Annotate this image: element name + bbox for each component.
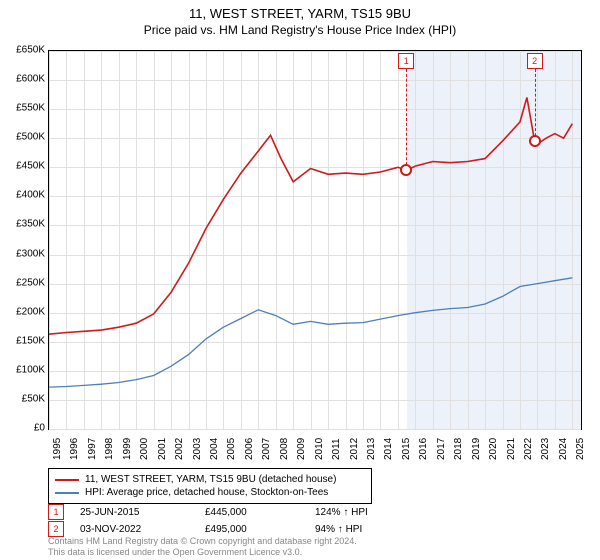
ytick-label: £0 — [34, 423, 45, 434]
legend-swatch — [55, 492, 79, 494]
legend-swatch — [55, 479, 79, 481]
sale-marker-1: 1 — [48, 504, 64, 520]
xtick-label: 2024 — [558, 438, 569, 460]
xtick-label: 2010 — [314, 438, 325, 460]
xtick-label: 2019 — [471, 438, 482, 460]
xtick-label: 2018 — [453, 438, 464, 460]
marker-line-2 — [535, 69, 536, 141]
chart-title: 11, WEST STREET, YARM, TS15 9BU — [0, 0, 600, 21]
xtick-label: 1996 — [69, 438, 80, 460]
sale-price: £495,000 — [205, 524, 315, 535]
legend-label: HPI: Average price, detached house, Stoc… — [85, 487, 328, 498]
ytick-label: £600K — [16, 74, 45, 85]
ytick-label: £400K — [16, 190, 45, 201]
ytick-label: £300K — [16, 248, 45, 259]
xtick-label: 2009 — [296, 438, 307, 460]
xtick-label: 2003 — [192, 438, 203, 460]
xtick-label: 1997 — [87, 438, 98, 460]
marker-line-1 — [406, 69, 407, 170]
chart-subtitle: Price paid vs. HM Land Registry's House … — [0, 21, 600, 37]
gridline-h — [49, 429, 581, 430]
xtick-label: 1998 — [104, 438, 115, 460]
xtick-label: 2016 — [418, 438, 429, 460]
series-hpi — [49, 278, 572, 387]
sale-date: 03-NOV-2022 — [80, 524, 205, 535]
legend-label: 11, WEST STREET, YARM, TS15 9BU (detache… — [85, 474, 336, 485]
ytick-label: £200K — [16, 306, 45, 317]
xtick-label: 2011 — [331, 438, 342, 460]
sale-price: £445,000 — [205, 507, 315, 518]
series-property — [49, 98, 572, 335]
ytick-label: £150K — [16, 335, 45, 346]
xtick-label: 2005 — [226, 438, 237, 460]
marker-dot-1 — [400, 164, 412, 176]
sale-row-1: 1 25-JUN-2015£445,000124% ↑ HPI — [48, 504, 368, 520]
xtick-label: 2007 — [261, 438, 272, 460]
xtick-label: 1999 — [122, 438, 133, 460]
sale-row-2: 2 03-NOV-2022£495,00094% ↑ HPI — [48, 521, 362, 537]
legend-item-hpi: HPI: Average price, detached house, Stoc… — [55, 486, 365, 499]
line-plot — [49, 51, 581, 429]
xtick-label: 2001 — [157, 438, 168, 460]
footer-attribution: Contains HM Land Registry data © Crown c… — [48, 536, 357, 558]
plot-area: 12 — [48, 50, 582, 430]
xtick-label: 2006 — [244, 438, 255, 460]
xtick-label: 2015 — [401, 438, 412, 460]
xtick-label: 2021 — [506, 438, 517, 460]
marker-label-2: 2 — [527, 53, 543, 69]
ytick-label: £350K — [16, 219, 45, 230]
ytick-label: £100K — [16, 364, 45, 375]
ytick-label: £500K — [16, 132, 45, 143]
xtick-label: 2013 — [366, 438, 377, 460]
xtick-label: 2020 — [488, 438, 499, 460]
legend-item-property: 11, WEST STREET, YARM, TS15 9BU (detache… — [55, 473, 365, 486]
xtick-label: 2023 — [540, 438, 551, 460]
sale-marker-2: 2 — [48, 521, 64, 537]
marker-dot-2 — [529, 135, 541, 147]
ytick-label: £550K — [16, 103, 45, 114]
xtick-label: 2008 — [279, 438, 290, 460]
xtick-label: 2022 — [523, 438, 534, 460]
xtick-label: 2017 — [436, 438, 447, 460]
xtick-label: 2004 — [209, 438, 220, 460]
footer-line2: This data is licensed under the Open Gov… — [48, 547, 357, 558]
xtick-label: 2000 — [139, 438, 150, 460]
ytick-label: £650K — [16, 45, 45, 56]
xtick-label: 2014 — [383, 438, 394, 460]
sale-pct: 94% ↑ HPI — [315, 524, 362, 535]
chart-container: 11, WEST STREET, YARM, TS15 9BU Price pa… — [0, 0, 600, 560]
ytick-label: £50K — [22, 393, 45, 404]
ytick-label: £250K — [16, 277, 45, 288]
xtick-label: 2002 — [174, 438, 185, 460]
marker-label-1: 1 — [398, 53, 414, 69]
xtick-label: 2012 — [349, 438, 360, 460]
sale-pct: 124% ↑ HPI — [315, 507, 368, 518]
legend: 11, WEST STREET, YARM, TS15 9BU (detache… — [48, 468, 372, 504]
xtick-label: 2025 — [575, 438, 586, 460]
sale-date: 25-JUN-2015 — [80, 507, 205, 518]
ytick-label: £450K — [16, 161, 45, 172]
xtick-label: 1995 — [52, 438, 63, 460]
footer-line1: Contains HM Land Registry data © Crown c… — [48, 536, 357, 547]
